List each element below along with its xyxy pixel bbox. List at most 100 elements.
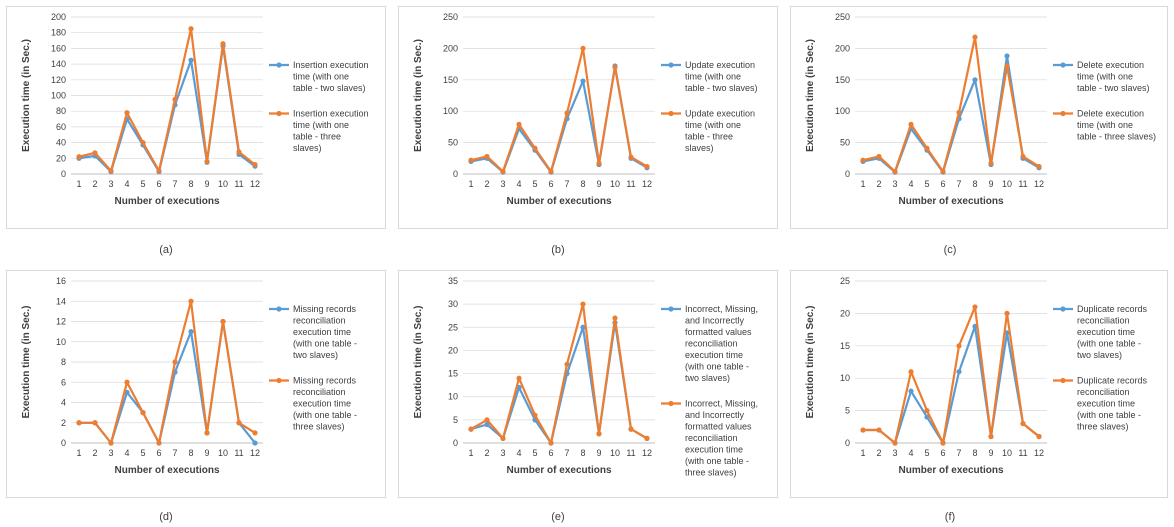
legend-label: execution time — [1077, 399, 1135, 409]
x-tick-label: 3 — [892, 448, 897, 458]
legend-label: table - three — [685, 132, 733, 142]
y-tick-label: 80 — [56, 106, 66, 116]
legend-label: time (with one — [1077, 72, 1133, 82]
legend-label: reconciliation — [293, 316, 346, 326]
data-point — [644, 435, 650, 441]
legend-label: table - two slaves) — [1077, 83, 1150, 93]
y-tick-label: 0 — [453, 169, 458, 179]
data-point — [220, 41, 226, 47]
series-line-2 — [862, 36, 1040, 173]
legend-marker-2 — [668, 400, 674, 407]
data-point — [628, 426, 634, 432]
legend-marker-1 — [276, 62, 282, 68]
data-point — [940, 440, 946, 446]
legend-label: table - three — [293, 132, 341, 142]
x-tick-label: 1 — [76, 448, 81, 458]
data-point — [956, 343, 962, 349]
series-line-1 — [862, 54, 1040, 174]
data-point — [532, 145, 538, 151]
data-point — [580, 301, 586, 307]
data-point — [564, 361, 570, 367]
y-tick-label: 100 — [51, 91, 66, 101]
y-tick-label: 140 — [51, 59, 66, 69]
legend-label: reconciliation — [685, 433, 738, 443]
y-tick-label: 50 — [840, 138, 850, 148]
legend-label: time (with one — [685, 120, 741, 130]
legend-label: Update execution — [685, 109, 755, 119]
y-tick-label: 2 — [61, 418, 66, 428]
x-tick-label: 6 — [156, 448, 161, 458]
y-axis-title: Execution time (in Sec.) — [805, 39, 816, 152]
chart-panel-d: 0 2 4 6 8 10 12 14 16 1 2 3 4 5 6 7 8 9 10 11 12 Number of ex… — [6, 270, 386, 498]
x-tick-label: 4 — [124, 448, 129, 458]
x-tick-label: 9 — [204, 179, 209, 189]
legend-label: Incorrect, Missing, — [685, 399, 758, 409]
caption-a: (a) — [159, 244, 173, 256]
data-point — [252, 440, 258, 446]
x-tick-label: 11 — [626, 448, 635, 458]
legend-marker-1 — [276, 306, 282, 312]
y-tick-label: 30 — [448, 299, 458, 309]
x-tick-label: 1 — [860, 448, 865, 458]
x-tick-label: 12 — [642, 448, 652, 458]
legend-label: Insertion execution — [293, 60, 369, 70]
y-tick-label: 250 — [443, 12, 458, 22]
y-tick-label: 4 — [61, 398, 66, 408]
x-tick-label: 8 — [972, 448, 977, 458]
data-point — [1036, 433, 1042, 440]
legend-label: (with one table - — [685, 456, 749, 466]
series-line-2 — [78, 27, 256, 172]
legend-label: three slaves) — [293, 422, 345, 432]
data-point — [628, 154, 634, 160]
data-point — [548, 440, 554, 446]
caption-c: (c) — [943, 244, 957, 256]
data-point — [156, 168, 162, 174]
x-tick-label: 3 — [500, 448, 505, 458]
legend-label: execution time — [293, 327, 351, 337]
y-axis-title: Execution time (in Sec.) — [413, 39, 424, 152]
y-tick-label: 0 — [61, 438, 66, 448]
series-line-2 — [470, 302, 648, 445]
x-tick-label: 6 — [156, 179, 161, 189]
x-tick-label: 10 — [218, 179, 228, 189]
y-tick-label: 180 — [51, 28, 66, 38]
data-point — [468, 157, 474, 163]
x-tick-label: 2 — [484, 179, 489, 189]
x-tick-label: 5 — [532, 448, 537, 458]
legend-label: formatted values — [685, 327, 752, 337]
caption-b: (b) — [551, 244, 565, 256]
data-point — [220, 318, 226, 325]
legend-marker-2 — [276, 110, 282, 117]
legend-label: time (with one — [685, 72, 741, 82]
y-tick-label: 25 — [448, 322, 458, 332]
y-tick-label: 150 — [835, 75, 850, 85]
y-tick-label: 100 — [443, 106, 458, 116]
data-point — [92, 420, 98, 426]
data-point — [612, 315, 618, 321]
legend-label: reconciliation — [1077, 387, 1130, 397]
legend-marker-1 — [668, 62, 674, 68]
x-tick-label: 4 — [908, 448, 913, 458]
x-tick-label: 11 — [1018, 179, 1027, 189]
data-point — [596, 431, 602, 437]
y-tick-label: 50 — [448, 138, 458, 148]
data-point — [188, 298, 194, 304]
x-axis-title: Number of executions — [114, 465, 219, 476]
data-point — [548, 168, 554, 175]
y-tick-label: 60 — [56, 122, 66, 132]
x-tick-label: 5 — [532, 179, 537, 189]
y-tick-label: 150 — [443, 75, 458, 85]
legend-label: table - two slaves) — [293, 83, 366, 93]
y-tick-label: 160 — [51, 43, 66, 53]
x-tick-label: 12 — [1034, 448, 1044, 458]
data-point — [108, 440, 114, 446]
legend-label: reconciliation — [293, 387, 346, 397]
data-point — [860, 427, 866, 433]
data-point — [204, 158, 210, 165]
y-tick-label: 5 — [845, 406, 850, 416]
data-point — [92, 150, 98, 156]
y-tick-label: 20 — [840, 308, 850, 318]
x-tick-label: 7 — [956, 179, 961, 189]
